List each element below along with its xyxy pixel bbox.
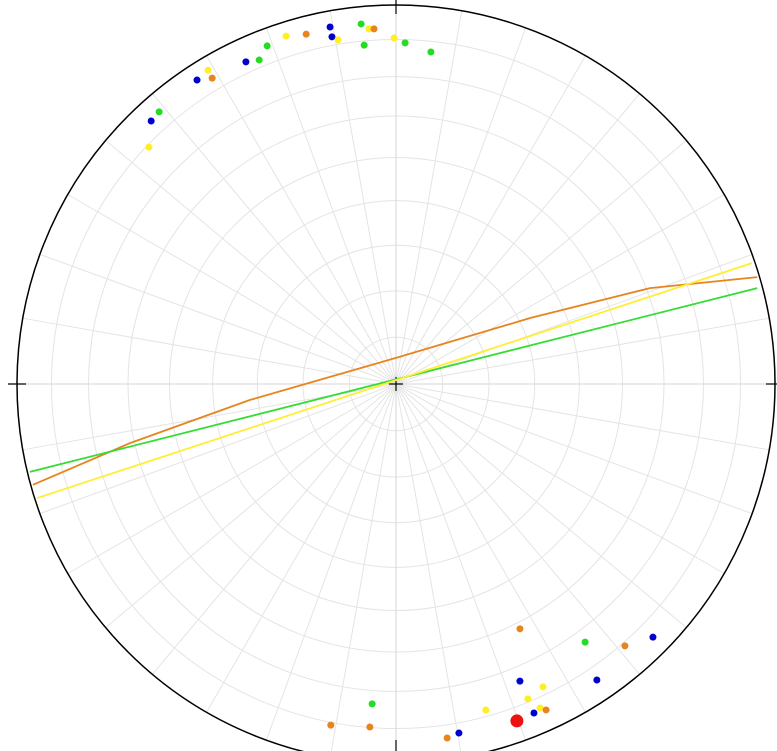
pole-point (255, 56, 263, 64)
pole-point (366, 723, 374, 731)
pole-point (263, 42, 271, 50)
pole-point (328, 33, 336, 41)
pole-point (370, 25, 378, 33)
pole-point (649, 633, 657, 641)
pole-point (542, 706, 550, 714)
pole-point (326, 23, 334, 31)
great-circle (32, 276, 758, 486)
pole-point (155, 108, 163, 116)
pole-point (455, 729, 463, 737)
pole-point (593, 676, 601, 684)
pole-point (365, 25, 373, 33)
pole-point (204, 66, 212, 74)
pole-point (193, 76, 201, 84)
poles (145, 20, 657, 742)
great-circle (36, 262, 753, 499)
pole-point (516, 677, 524, 685)
pole-point (581, 638, 589, 646)
pole-point (530, 709, 538, 717)
great-circles (29, 262, 758, 499)
pole-point (334, 36, 342, 44)
pole-point (524, 695, 532, 703)
pole-point (539, 683, 547, 691)
pole-point (302, 30, 310, 38)
pole-point (368, 700, 376, 708)
pole-point (536, 704, 544, 712)
pole-point (510, 714, 524, 728)
pole-point (208, 74, 216, 82)
pole-point (621, 642, 629, 650)
pole-point (357, 20, 365, 28)
pole-point (401, 39, 409, 47)
pole-point (327, 721, 335, 729)
pole-point (427, 48, 435, 56)
pole-point (482, 706, 490, 714)
pole-point (147, 117, 155, 125)
pole-point (242, 58, 250, 66)
pole-point (145, 143, 153, 151)
pole-point (516, 625, 524, 633)
pole-point (360, 41, 368, 49)
pole-point (390, 34, 398, 42)
pole-point (282, 32, 290, 40)
pole-point (443, 734, 451, 742)
